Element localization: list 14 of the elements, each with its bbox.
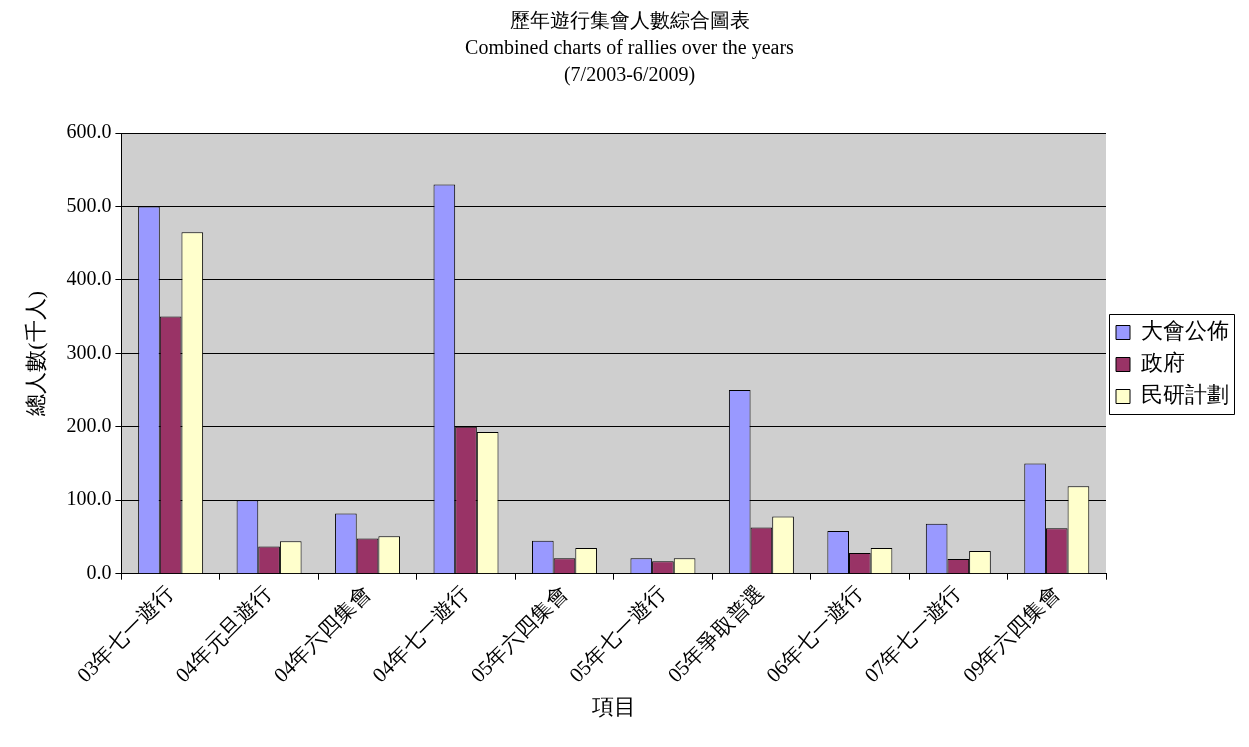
- y-tick-label: 0.0: [86, 560, 112, 583]
- legend-label: 政府: [1141, 350, 1185, 376]
- y-tick-label: 400.0: [66, 267, 112, 290]
- y-tick-label: 500.0: [66, 193, 112, 216]
- chart-title: 歷年遊行集會人數綜合圖表 Combined charts of rallies over the years (7/2003-6/2009): [465, 8, 795, 86]
- legend-label: 民研計劃: [1141, 382, 1229, 408]
- y-tick-label: 600.0: [66, 120, 112, 143]
- y-axis-title: 總人數(千人): [22, 291, 48, 417]
- y-tick-label: 300.0: [66, 340, 112, 363]
- legend-label: 大會公佈: [1141, 318, 1229, 344]
- y-tick-label: 100.0: [66, 487, 112, 510]
- x-tick-label: 09年六四集會: [958, 581, 1065, 688]
- y-tick-label: 200.0: [66, 414, 112, 437]
- x-axis-title: 項目: [590, 693, 636, 719]
